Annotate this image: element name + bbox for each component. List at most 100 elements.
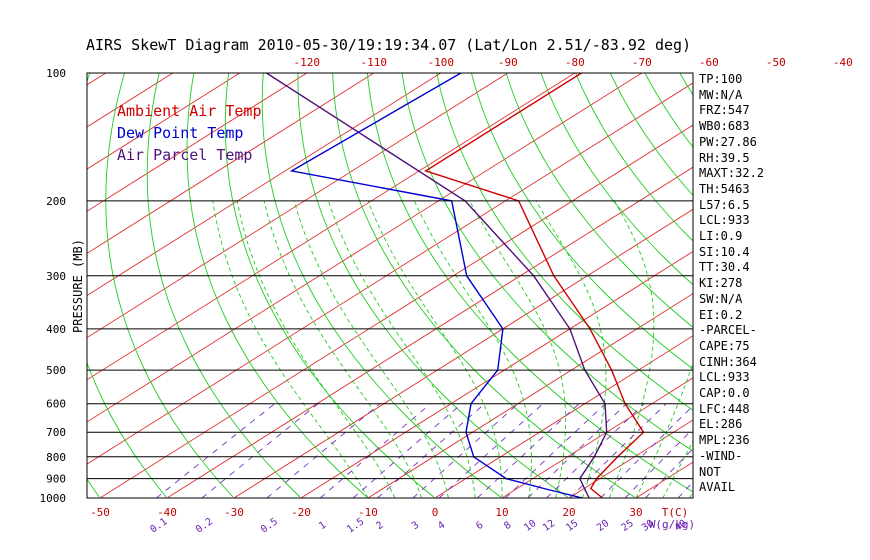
index-item: TH:5463 [699,181,750,196]
mixing-ratio-label: 20 [595,518,611,534]
bottom-temp-tick-label: 0 [432,506,439,519]
mixing-ratio-line [677,481,693,498]
dry-adiabat-line [0,73,32,497]
dry-adiabat-line [261,73,501,498]
mixing-ratio-line [569,403,667,498]
index-item: LFC:448 [699,401,750,416]
isotherm-line [568,419,693,498]
index-item: -PARCEL- [699,323,757,338]
top-temp-tick-label: -80 [565,56,585,69]
index-item: CINH:364 [699,354,757,369]
index-item: WB0:683 [699,119,750,134]
legend: Ambient Air Temp Dew Point Temp Air Parc… [117,100,262,166]
air-parcel-temp-profile [266,73,608,498]
isotherm-line [87,73,308,212]
index-item: FRZ:547 [699,103,750,118]
moist-adiabat-line [293,200,449,498]
index-item: LCL:933 [699,370,750,385]
bottom-temp-tick-label: 10 [495,506,508,519]
moist-adiabat-line [635,361,693,498]
pressure-tick-label: 1000 [40,492,67,505]
bottom-temp-tick-label: -20 [291,506,311,519]
mixing-ratio-label: 0.5 [259,516,280,535]
top-temp-tick-label: -100 [428,56,455,69]
isotherm-line [87,73,509,339]
dry-adiabat-line [819,73,870,497]
index-item: RH:39.5 [699,150,750,165]
index-item: SI:10.4 [699,244,750,259]
dew-point-temp-profile [289,73,583,498]
pressure-tick-label: 800 [46,451,66,464]
bottom-temp-tick-label: 20 [562,506,575,519]
moist-adiabat-line [469,200,567,498]
bottom-temp-tick-label: -30 [224,506,244,519]
mixing-ratio-label: 6 [474,520,485,532]
top-temp-tick-label: -90 [498,56,518,69]
mixing-ratio-label: 2 [374,520,385,532]
bottom-temp-tick-label: -40 [157,506,177,519]
mixing-ratio-line [624,428,693,498]
mixing-ratio-line [201,403,319,498]
index-item: NOT [699,464,721,479]
index-item: MW:N/A [699,87,743,102]
mixing-ratio-label: 1 [317,520,328,532]
plot-area [0,73,870,498]
isotherm-line [87,73,375,254]
moist-adiabat-line [413,200,532,498]
index-item: TP:100 [699,72,743,86]
isotherm-line [233,208,693,498]
plot-frame [86,72,694,499]
isotherm-line [770,73,870,498]
dry-adiabat-line [853,73,870,497]
dry-adiabat-line [224,73,435,498]
moist-adiabat-line [212,200,369,498]
pressure-tick-label: 600 [46,398,66,411]
mixing-ratio-label: 8 [502,520,513,532]
dry-adiabat-line [505,73,693,328]
dry-adiabat-line [749,73,870,497]
pressure-axis-label: PRESSURE (MB) [71,239,85,333]
index-item: CAP:0.0 [699,386,750,401]
mixing-ratio-unit-label: W(g/kg) [649,518,695,531]
dry-adiabat-line [87,73,167,498]
legend-ambient-air-temp: Ambient Air Temp [117,102,262,120]
pressure-tick-label: 100 [46,67,66,80]
dry-adiabat-line [540,73,693,286]
index-item: LCL:933 [699,213,750,228]
index-item: MAXT:32.2 [699,166,765,181]
dry-adiabat-line [644,73,693,148]
top-temp-tick-label: -70 [632,56,652,69]
isotherm-line [87,82,693,465]
index-item: L57:6.5 [699,197,750,212]
index-item: SW:N/A [699,291,743,306]
bottom-temp-tick-label: -10 [358,506,378,519]
index-item: KI:278 [699,276,743,291]
pressure-tick-label: 400 [46,323,66,336]
mixing-ratio-label: 3 [410,520,421,532]
index-item: AVAIL [699,480,736,495]
dry-adiabat-line [366,73,693,493]
isotherm-line [434,335,693,498]
dry-adiabat-line [575,73,693,242]
isotherm-line [166,166,693,498]
dry-adiabat-line [609,73,693,197]
pressure-tick-label: 200 [46,195,66,208]
mixing-ratio-label: 0.2 [194,516,215,535]
index-item: LI:0.9 [699,229,743,244]
moist-adiabat-line [608,200,655,498]
top-temp-tick-label: -120 [294,56,321,69]
pressure-tick-label: 900 [46,473,66,486]
isotherm-line [300,250,693,498]
dry-adiabat-line [332,73,635,498]
dry-adiabat-line [401,73,693,452]
isotherm-line [87,73,241,170]
bottom-temp-tick-label: 30 [629,506,642,519]
index-item: MPL:236 [699,433,750,448]
mixing-ratio-line [645,447,693,498]
mixing-ratio-line [319,403,431,498]
legend-air-parcel-temp: Air Parcel Temp [117,146,253,164]
index-item: EL:286 [699,417,743,432]
index-item: PW:27.86 [699,134,757,149]
mixing-ratio-label: 4 [436,520,447,532]
